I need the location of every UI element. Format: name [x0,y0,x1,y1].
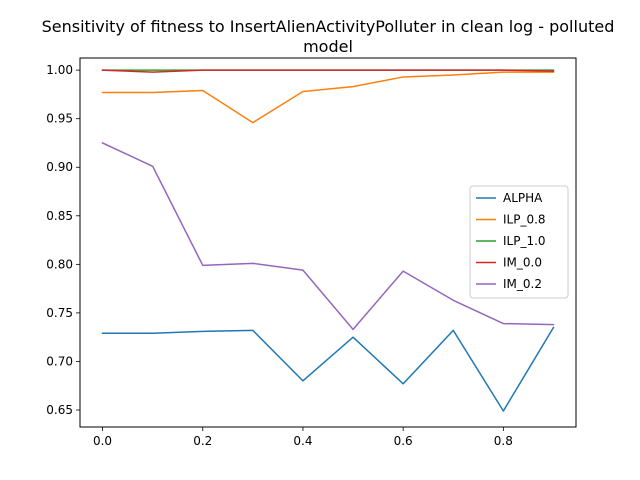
legend-label: ILP_0.8 [503,213,546,227]
legend: ALPHA ILP_0.8 ILP_1.0 IM_0.0 IM_0.2 [469,185,569,299]
y-tick-label: 0.80 [46,257,73,271]
series-layer [101,69,555,412]
legend-box [469,185,569,299]
axes-frame [79,57,577,428]
y-tick-label: 1.00 [46,63,73,77]
y-tick-label: 0.70 [46,354,73,368]
x-tick-label: 0.2 [193,434,212,448]
x-tick-label: 0.8 [494,434,513,448]
legend-label: ALPHA [503,191,543,205]
x-axis-ticks: 0.0 0.2 0.4 0.6 0.8 [93,427,513,448]
series-line-alpha [101,326,555,412]
legend-label: ILP_1.0 [503,234,546,248]
legend-label: IM_0.0 [503,256,542,270]
x-tick-label: 0.6 [394,434,413,448]
series-line-ilp-0-8 [101,71,555,124]
y-tick-label: 0.65 [46,403,73,417]
legend-label: IM_0.2 [503,277,542,291]
series-line-im-0-0 [101,69,555,73]
chart-title-line-1: Sensitivity of fitness to InsertAlienAct… [42,17,615,36]
y-tick-label: 0.85 [46,209,73,223]
chart-title-line-2: model [303,37,353,56]
x-tick-label: 0.0 [93,434,112,448]
plot-area: 0.0 0.2 0.4 0.6 0.8 0.65 0.70 0.75 0.80 0.85 0.90… [46,57,577,448]
y-tick-label: 0.95 [46,112,73,126]
y-tick-label: 0.75 [46,306,73,320]
y-axis-ticks: 0.65 0.70 0.75 0.80 0.85 0.90 0.95 1.00 [46,63,80,417]
x-tick-label: 0.4 [293,434,312,448]
series-line-im-0-2 [101,141,555,331]
y-tick-label: 0.90 [46,160,73,174]
